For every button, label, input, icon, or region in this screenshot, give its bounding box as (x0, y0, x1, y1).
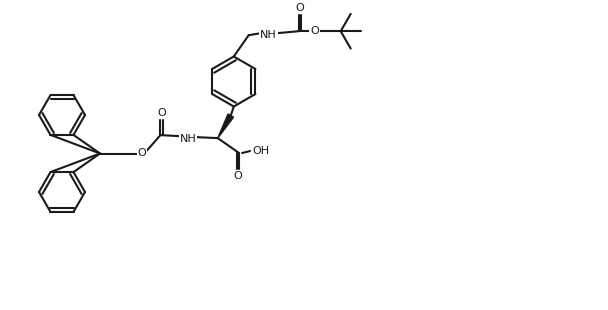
Text: NH: NH (179, 134, 196, 144)
Text: O: O (310, 26, 319, 36)
Text: OH: OH (252, 146, 269, 156)
Text: O: O (295, 3, 304, 13)
Text: O: O (157, 108, 166, 118)
Polygon shape (218, 114, 233, 138)
Text: NH: NH (260, 30, 277, 40)
Text: O: O (233, 171, 243, 181)
Text: O: O (137, 148, 147, 158)
